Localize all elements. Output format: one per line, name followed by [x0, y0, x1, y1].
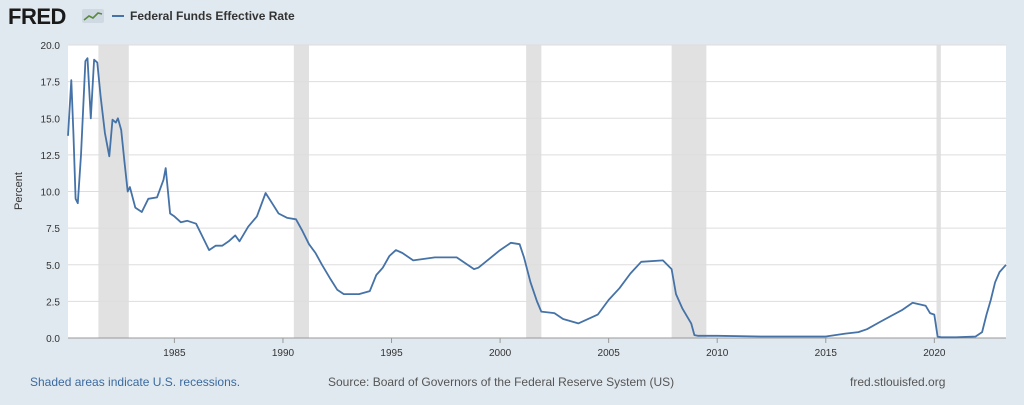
- fred-logo[interactable]: FRED: [8, 4, 66, 29]
- fred-site-link[interactable]: fred.stlouisfed.org: [850, 375, 946, 389]
- y-tick-label: 5.0: [46, 261, 60, 272]
- y-tick-label: 20.0: [41, 41, 61, 52]
- legend: Federal Funds Effective Rate: [112, 9, 295, 23]
- series-line: [67, 57, 1007, 339]
- fred-chart-icon: [82, 9, 104, 23]
- x-tick-label: 2020: [923, 348, 946, 359]
- x-tick-labels: 1985 1990 1995 2000 2005 2010 2015 2020: [163, 338, 946, 359]
- x-tick-label: 2005: [598, 348, 621, 359]
- y-tick-label: 7.5: [46, 224, 60, 235]
- x-tick-label: 1995: [380, 348, 403, 359]
- y-tick-labels: 0.0 2.5 5.0 7.5 10.0 12.5 15.0 17.5 20.0: [41, 41, 61, 345]
- y-tick-label: 15.0: [41, 114, 61, 125]
- legend-swatch: [112, 15, 124, 17]
- y-tick-label: 2.5: [46, 297, 60, 308]
- y-tick-label: 17.5: [41, 78, 61, 89]
- recession-note-link[interactable]: Shaded areas indicate U.S. recessions.: [30, 375, 241, 389]
- y-axis-label: Percent: [13, 172, 25, 210]
- y-tick-label: 10.0: [41, 188, 61, 199]
- source-note: Source: Board of Governors of the Federa…: [328, 375, 675, 389]
- x-tick-label: 2000: [489, 348, 512, 359]
- x-tick-label: 2010: [706, 348, 729, 359]
- y-tick-label: 12.5: [41, 151, 61, 162]
- x-tick-label: 1990: [272, 348, 295, 359]
- x-tick-label: 1985: [163, 348, 186, 359]
- y-tick-label: 0.0: [46, 334, 60, 345]
- x-tick-label: 2015: [815, 348, 838, 359]
- legend-label: Federal Funds Effective Rate: [130, 9, 295, 23]
